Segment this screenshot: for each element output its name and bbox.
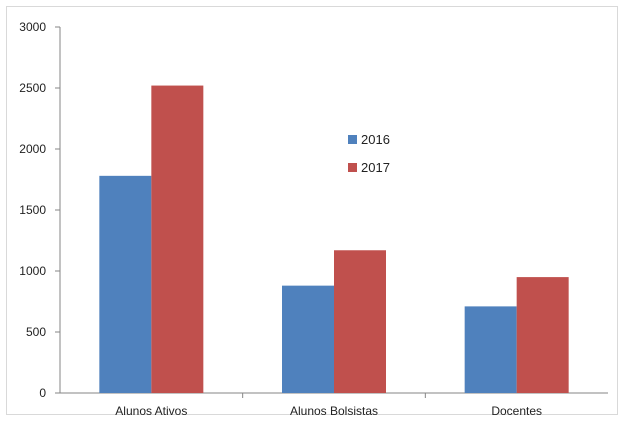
- y-tick-label: 2000: [19, 142, 46, 156]
- x-category-label: Alunos Bolsistas: [290, 404, 378, 418]
- bar-2017-alunos-ativos: [151, 85, 204, 393]
- y-tick-label: 500: [26, 325, 46, 339]
- y-tick-label: 2500: [19, 81, 46, 95]
- bar-2017-alunos-bolsistas: [334, 250, 386, 393]
- bar-2016-alunos-bolsistas: [282, 285, 334, 393]
- x-axis: Alunos Ativos Alunos Bolsistas Docentes: [60, 392, 608, 418]
- legend-label-2017: 2017: [361, 160, 390, 175]
- legend-swatch-2017: [348, 163, 357, 172]
- y-tick-label: 1000: [19, 264, 46, 278]
- bar-2017-docentes: [516, 277, 569, 393]
- y-tick-label: 3000: [19, 20, 46, 34]
- bars: [99, 85, 569, 393]
- x-category-label: Docentes: [491, 404, 542, 418]
- y-tick-label: 0: [39, 386, 46, 400]
- y-tick-label: 1500: [19, 203, 46, 217]
- legend-label-2016: 2016: [361, 132, 390, 147]
- legend-swatch-2016: [348, 135, 357, 144]
- bar-2016-docentes: [464, 306, 517, 393]
- y-axis: 0 500 1000 1500 2000 2500 3000: [19, 20, 61, 400]
- legend: 2016 2017: [348, 132, 390, 175]
- bar-2016-alunos-ativos: [99, 175, 152, 393]
- x-category-label: Alunos Ativos: [115, 404, 187, 418]
